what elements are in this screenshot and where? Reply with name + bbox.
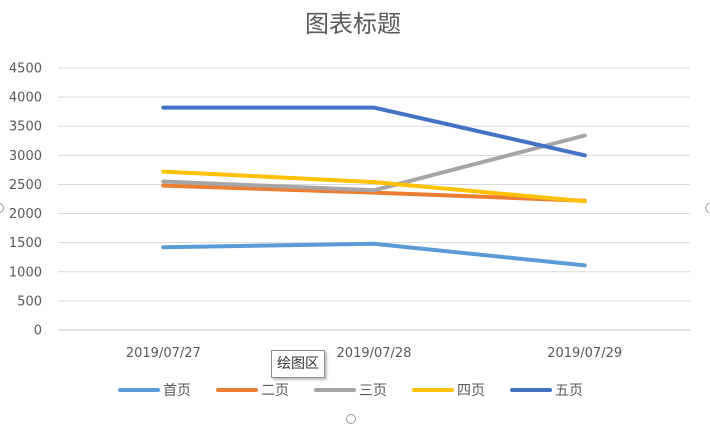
y-tick-label: 0 (34, 324, 42, 339)
legend-label: 五页 (555, 383, 583, 399)
series-line-5[interactable] (161, 105, 587, 158)
chart-title[interactable]: 图表标题 (305, 10, 401, 38)
resize-handle-right[interactable] (705, 203, 710, 213)
series-line-1[interactable] (161, 241, 587, 268)
legend-item-1[interactable]: 首页 (118, 383, 191, 399)
legend-item-4[interactable]: 四页 (412, 383, 485, 399)
y-tick-label: 3500 (9, 120, 42, 135)
y-tick-label: 2000 (9, 207, 42, 222)
y-tick-label: 3000 (9, 149, 42, 164)
x-axis[interactable]: 2019/07/27 2019/07/28 2019/07/29 (126, 346, 622, 361)
x-tick-label: 2019/07/28 (337, 346, 412, 361)
x-tick-label: 2019/07/27 (126, 346, 201, 361)
y-tick-label: 500 (17, 294, 42, 309)
y-tick-label: 2500 (9, 178, 42, 193)
legend-item-2[interactable]: 二页 (216, 383, 289, 399)
resize-handle-bottom[interactable] (346, 414, 356, 424)
legend-label: 首页 (163, 383, 191, 399)
legend-item-3[interactable]: 三页 (314, 383, 387, 399)
series-line-3[interactable] (161, 133, 587, 193)
series-line-4[interactable] (161, 169, 587, 204)
plot-area[interactable] (161, 105, 587, 268)
y-axis[interactable]: 0 500 1000 1500 2000 2500 3000 3500 4000 4500 (9, 62, 42, 339)
y-tick-label: 1000 (9, 265, 42, 280)
legend-label: 四页 (457, 383, 485, 399)
legend-item-5[interactable]: 五页 (510, 383, 583, 399)
legend[interactable]: 首页 二页 三页 四页 五页 (118, 383, 583, 399)
legend-label: 二页 (261, 383, 289, 399)
y-tick-label: 4500 (9, 62, 42, 77)
x-tick-label: 2019/07/29 (547, 346, 622, 361)
y-tick-label: 1500 (9, 236, 42, 251)
y-tick-label: 4000 (9, 91, 42, 106)
series-line-2[interactable] (161, 183, 587, 203)
plot-area-tooltip: 绘图区 (271, 350, 325, 378)
legend-label: 三页 (359, 383, 387, 399)
